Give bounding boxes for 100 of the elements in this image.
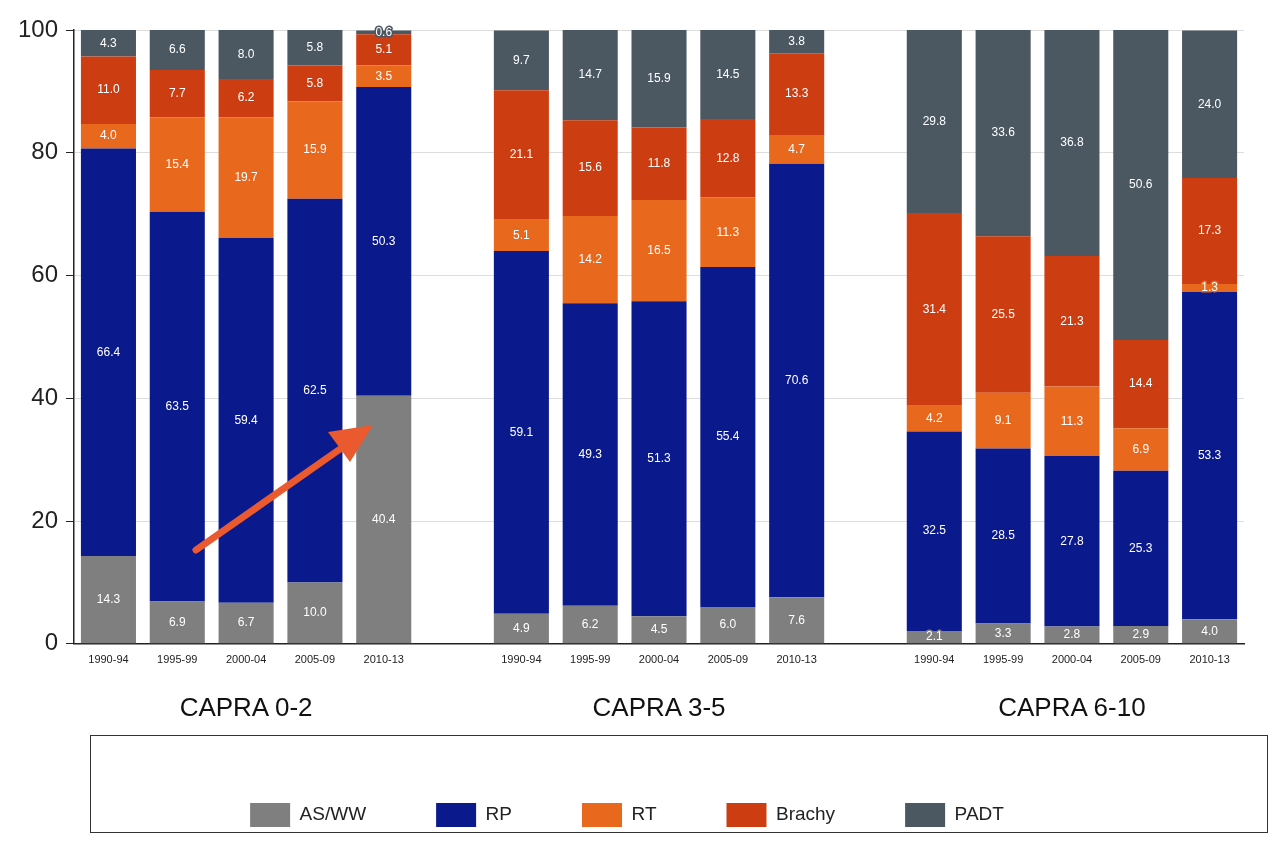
data-label: 11.8 (647, 156, 671, 171)
bar (1044, 30, 1100, 256)
x-tick-label: 1990-94 (914, 653, 955, 666)
bar (287, 101, 343, 199)
bar (493, 30, 549, 91)
text: CAPRA 6-10 (998, 692, 1146, 723)
bar (356, 87, 412, 396)
bar (975, 30, 1031, 237)
data-label: 5.1 (375, 42, 393, 57)
data-label: 2.8 (1063, 627, 1081, 642)
bar (975, 392, 1031, 449)
data-label: 4.5 (650, 622, 668, 637)
x-tick-label: 1995-99 (982, 653, 1024, 666)
y-tick-label: 0 (44, 628, 59, 656)
data-label: 3.8 (788, 33, 806, 48)
x-tick-label: 2000-04 (638, 653, 680, 666)
data-label: 6.9 (1132, 441, 1150, 456)
x-tick-label: 1995-99 (157, 653, 198, 666)
data-label: 1.3 (1201, 280, 1219, 295)
data-label: 24.0 (1197, 96, 1222, 111)
data-label: 8.0 (237, 46, 255, 61)
bar (700, 119, 756, 198)
bar (1113, 30, 1169, 340)
data-label: 31.4 (922, 301, 947, 316)
data-label: 15.9 (647, 71, 672, 86)
x-tick-label: 2010-13 (776, 653, 817, 666)
bar (769, 163, 825, 598)
data-label: 6.9 (168, 614, 186, 629)
data-label: 19.7 (234, 169, 259, 184)
text: CAPRA 3-5 (592, 692, 726, 723)
bar (149, 30, 205, 70)
bar (80, 148, 136, 557)
legend-label: AS/WW (299, 803, 367, 825)
legend-label: RP (485, 803, 513, 825)
bar (1113, 428, 1169, 471)
data-label: 50.3 (372, 233, 396, 248)
data-label: 11.0 (97, 82, 121, 97)
data-label: 3.5 (375, 68, 393, 83)
bar (562, 303, 618, 606)
data-label: 9.1 (994, 413, 1012, 427)
data-label: 7.7 (168, 85, 186, 100)
data-label: 4.7 (788, 141, 806, 156)
data-label: 9.7 (513, 52, 531, 67)
data-label: 70.6 (784, 372, 809, 387)
y-tick-label: 100 (18, 14, 59, 42)
x-tick-label: 2005-09 (294, 653, 336, 666)
bar (906, 431, 962, 631)
data-label: 53.3 (1197, 447, 1222, 462)
bar (1044, 255, 1100, 387)
bar (562, 120, 618, 216)
bar (1044, 455, 1100, 627)
data-label: 7.6 (788, 612, 806, 627)
x-tick-label: 2005-09 (1120, 653, 1161, 666)
data-label: 6.2 (237, 90, 255, 105)
bar (700, 197, 756, 267)
data-label: 59.1 (509, 424, 534, 439)
bar (149, 601, 205, 644)
bar (80, 556, 136, 644)
bar (149, 117, 205, 212)
data-label: 66.4 (96, 344, 121, 359)
x-tick-label: 2010-13 (1189, 653, 1230, 666)
data-label: 17.3 (1197, 223, 1222, 238)
data-label: 14.4 (1129, 376, 1153, 391)
legend-label: Brachy (775, 803, 836, 825)
data-label: 36.8 (1060, 135, 1084, 150)
x-tick-label: 1990-94 (88, 653, 129, 666)
data-label: 63.5 (165, 398, 190, 413)
data-label: 6.2 (581, 616, 599, 631)
bar (769, 53, 825, 135)
x-tick-label: 2000-04 (1051, 653, 1093, 666)
bar (975, 448, 1031, 624)
data-label: 3.3 (994, 625, 1012, 640)
data-label: 29.8 (922, 113, 947, 128)
bar (493, 90, 549, 220)
legend-label: RT (631, 803, 657, 825)
data-label: 2.9 (1132, 626, 1150, 641)
data-label: 50.6 (1129, 176, 1153, 191)
data-label: 21.1 (509, 147, 534, 162)
bar (906, 212, 962, 406)
data-label: 25.5 (991, 306, 1016, 321)
data-label: 33.6 (991, 125, 1016, 140)
bar (80, 56, 136, 124)
data-label: 55.4 (716, 429, 740, 444)
bar (1182, 292, 1238, 620)
data-label: 6.7 (237, 615, 255, 630)
y-tick-label: 60 (31, 260, 59, 288)
data-label: 51.3 (647, 451, 672, 466)
x-tick-label: 1995-99 (570, 653, 611, 666)
bar (149, 69, 205, 118)
bar (631, 127, 687, 201)
bar (287, 582, 343, 644)
bar (218, 30, 274, 80)
data-label: 49.3 (578, 446, 603, 461)
y-tick-label: 80 (31, 137, 59, 165)
data-label: 11.3 (1060, 413, 1084, 428)
bar (1182, 30, 1238, 178)
data-label: 4.0 (100, 128, 118, 143)
data-label: 14.7 (578, 67, 603, 82)
data-label: 62.5 (303, 382, 327, 397)
bar (1044, 386, 1100, 456)
